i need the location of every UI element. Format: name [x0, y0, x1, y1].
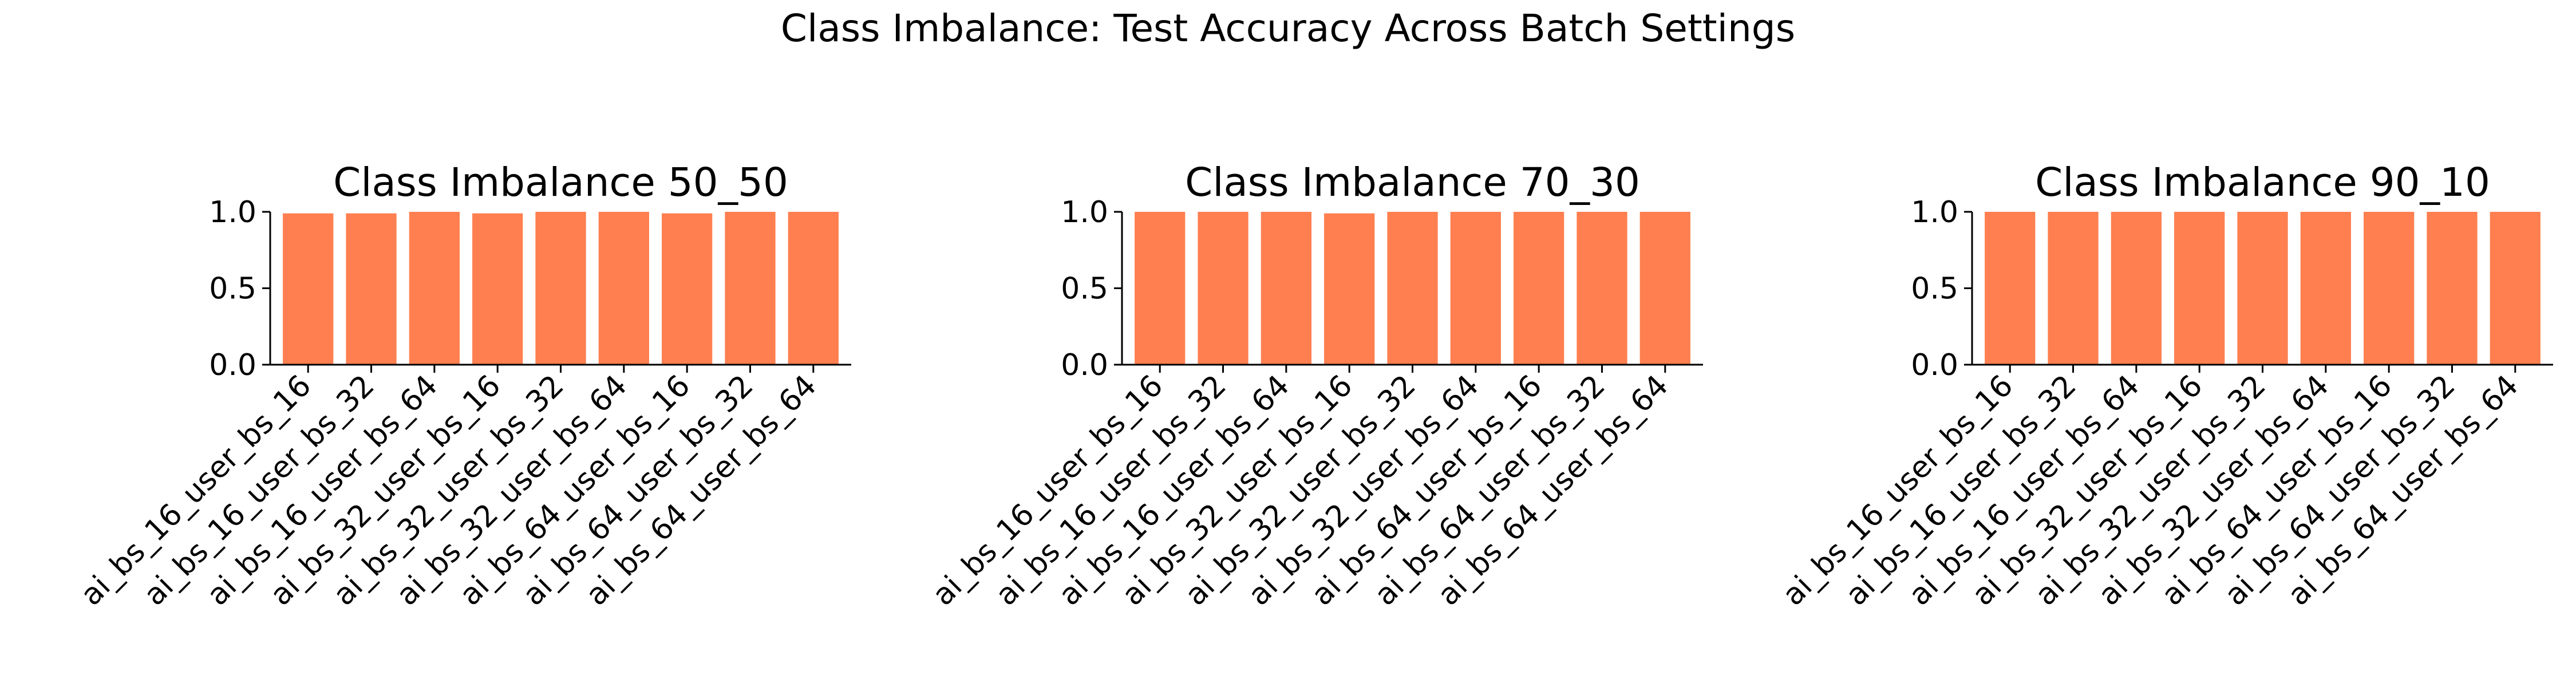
y-tick-label: 1.0: [1911, 195, 1958, 230]
subplot-2: Class Imbalance 70_300.00.51.0ai_bs_16_u…: [926, 160, 1703, 613]
bar: [472, 213, 523, 365]
y-tick-label: 0.5: [1911, 272, 1958, 306]
bar: [1450, 212, 1501, 365]
bar: [1261, 212, 1311, 365]
bar: [598, 212, 649, 365]
bar: [788, 212, 839, 365]
bar: [283, 213, 334, 365]
bar: [1985, 212, 2036, 365]
bar: [2427, 212, 2478, 365]
y-tick-label: 1.0: [1061, 195, 1108, 230]
figure-suptitle: Class Imbalance: Test Accuracy Across Ba…: [781, 6, 1795, 50]
subplot-title: Class Imbalance 70_30: [1185, 160, 1640, 206]
bar: [2111, 212, 2162, 365]
bar: [2364, 212, 2415, 365]
bar: [1514, 212, 1564, 365]
y-tick-label: 0.5: [1061, 272, 1108, 306]
y-tick-label: 0.0: [1061, 348, 1108, 382]
bar: [2300, 212, 2351, 365]
bar: [1324, 213, 1375, 365]
y-tick-label: 1.0: [209, 195, 256, 230]
bar: [1577, 212, 1627, 365]
bar: [662, 213, 713, 365]
bar: [2490, 212, 2541, 365]
bar: [409, 212, 460, 365]
bar: [2048, 212, 2099, 365]
bar: [1135, 212, 1186, 365]
bar: [2237, 212, 2288, 365]
subplot-title: Class Imbalance 50_50: [333, 160, 788, 206]
bar: [346, 213, 397, 365]
bar: [1387, 212, 1438, 365]
y-tick-label: 0.0: [209, 348, 256, 382]
y-tick-label: 0.5: [209, 272, 256, 306]
subplot-title: Class Imbalance 90_10: [2035, 160, 2490, 206]
bar: [535, 212, 586, 365]
bar: [725, 212, 776, 365]
bar: [1198, 212, 1249, 365]
y-tick-label: 0.0: [1911, 348, 1958, 382]
bar: [2174, 212, 2225, 365]
bar: [1639, 212, 1690, 365]
